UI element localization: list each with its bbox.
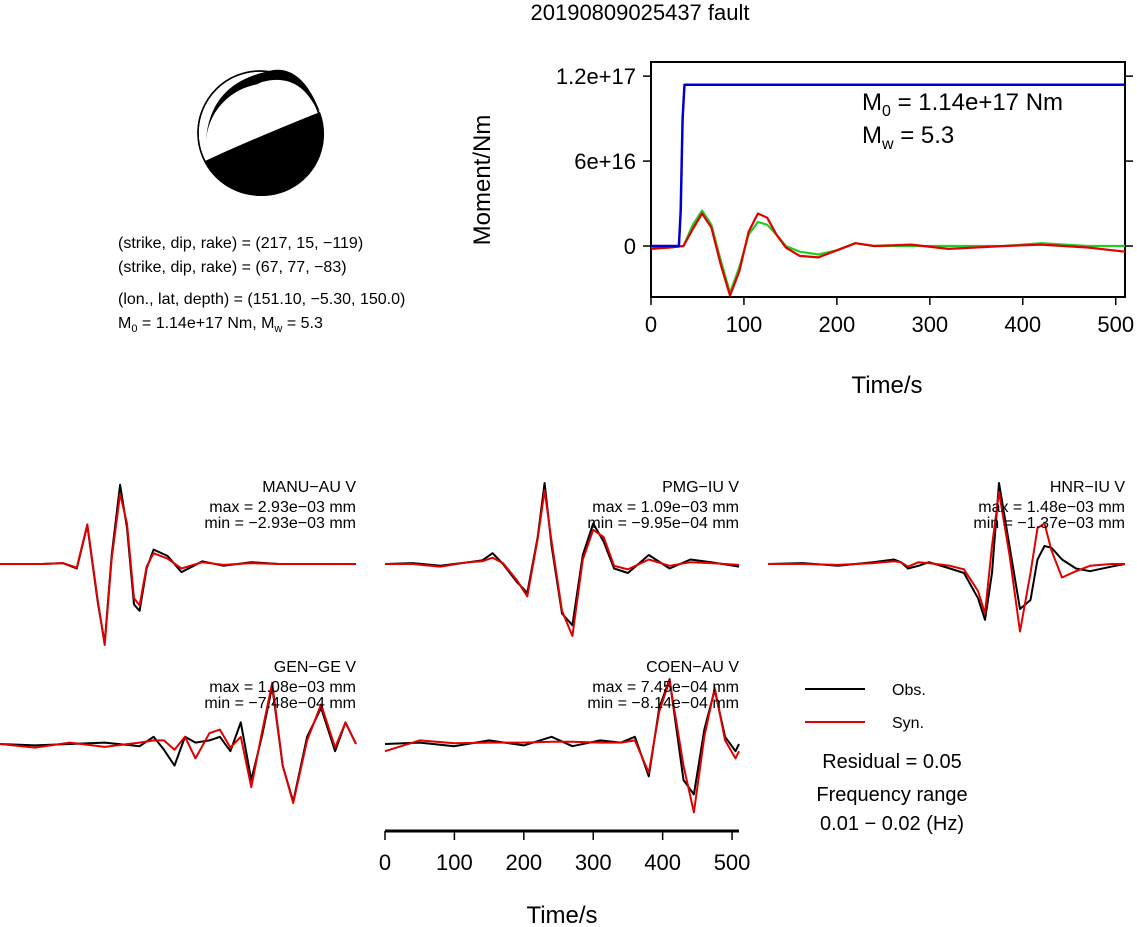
moment-series-red	[650, 212, 1126, 297]
frequency-range-value: 0.01 − 0.02 (Hz)	[820, 813, 964, 835]
mechanism-line-2: (strike, dip, rake) = (67, 77, −83)	[118, 259, 347, 276]
moment-xtick-label: 200	[819, 312, 856, 337]
beach-ball	[197, 69, 325, 197]
station-label: COEN−AU V	[646, 659, 739, 676]
wave-xtick-label: 400	[644, 850, 681, 875]
moment-plot-frame	[650, 61, 1126, 298]
waveform-xlabel: Time/s	[526, 902, 597, 927]
moment-xtick-label: 100	[726, 312, 763, 337]
observed-trace	[767, 482, 1126, 621]
legend-syn-label: Syn.	[892, 715, 924, 732]
min-amplitude-label: min = −2.93e−03 mm	[204, 515, 356, 532]
moment-series-green	[651, 209, 1125, 294]
max-amplitude-label: max = 1.08e−03 mm	[209, 679, 356, 696]
moment-ytick-label: 6e+16	[574, 149, 636, 174]
synthetic-trace	[0, 681, 357, 804]
max-amplitude-label: max = 2.93e−03 mm	[209, 499, 356, 516]
synthetic-trace	[768, 491, 1125, 633]
wave-xtick-label: 200	[505, 850, 542, 875]
mechanism-line-3: (lon., lat, depth) = (151.10, −5.30, 150…	[118, 291, 405, 308]
legend-obs-label: Obs.	[892, 682, 926, 699]
mechanism-line-4: M0 = 1.14e+17 Nm, Mw = 5.3	[118, 315, 323, 335]
max-amplitude-label: max = 1.48e−03 mm	[978, 499, 1125, 516]
figure-title: 20190809025437 fault	[531, 0, 750, 25]
station-label: HNR−IU V	[1050, 479, 1125, 496]
moment-ytick-label: 0	[624, 234, 636, 259]
moment-ylabel: Moment/Nm	[469, 115, 496, 246]
moment-series-group	[650, 83, 1126, 297]
wave-xtick-label: 300	[575, 850, 612, 875]
moment-xtick-label: 300	[911, 312, 948, 337]
moment-mw-annotation: Mw = 5.3	[862, 122, 954, 153]
legend: Obs. Syn. Residual = 0.05 Frequency rang…	[805, 682, 968, 835]
moment-xtick-label: 0	[645, 312, 657, 337]
wave-xtick-label: 500	[714, 850, 751, 875]
moment-xlabel: Time/s	[851, 372, 922, 399]
min-amplitude-label: min = −9.95e−04 mm	[587, 515, 739, 532]
synthetic-trace	[385, 489, 740, 637]
max-amplitude-label: max = 7.45e−04 mm	[592, 679, 739, 696]
synthetic-trace	[0, 492, 356, 646]
min-amplitude-label: min = −7.48e−04 mm	[204, 695, 356, 712]
moment-xtick-label: 400	[1004, 312, 1041, 337]
moment-ytick-label: 1.2e+17	[556, 64, 636, 89]
moment-xtick-label: 500	[1097, 312, 1134, 337]
moment-m0-annotation: M0 = 1.14e+17 Nm	[862, 89, 1063, 120]
station-label: PMG−IU V	[662, 479, 739, 496]
min-amplitude-label: min = −8.14e−04 mm	[587, 695, 739, 712]
synthetic-trace	[384, 679, 740, 814]
frequency-range-title: Frequency range	[816, 784, 967, 806]
station-label: MANU−AU V	[262, 479, 356, 496]
wave-xtick-label: 100	[436, 850, 473, 875]
moment-ticks-group: 0 100 200 300 400 500 0 6e+16 1.2e+17	[556, 64, 1134, 337]
waveform-time-axis: 0 100 200 300 400 500	[379, 829, 751, 875]
moment-series-blue	[651, 83, 1125, 248]
max-amplitude-label: max = 1.09e−03 mm	[592, 499, 739, 516]
residual-text: Residual = 0.05	[822, 751, 962, 773]
station-label: GEN−GE V	[274, 659, 357, 676]
min-amplitude-label: min = −1.37e−03 mm	[973, 515, 1125, 532]
mechanism-line-1: (strike, dip, rake) = (217, 15, −119)	[118, 235, 363, 252]
wave-xtick-label: 0	[379, 850, 391, 875]
